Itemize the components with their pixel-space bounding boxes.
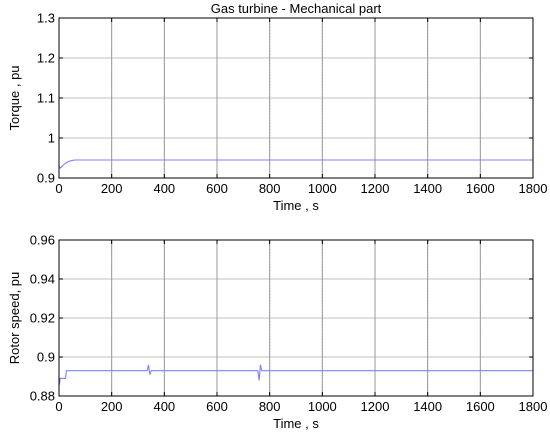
x-tick-label: 400 (153, 181, 175, 196)
y-tick-label: 1.2 (37, 51, 55, 66)
y-tick-label: 0.94 (30, 272, 55, 287)
chart-title: Gas turbine - Mechanical part (211, 1, 382, 16)
x-tick-label: 400 (153, 399, 175, 414)
x-tick-label: 200 (101, 181, 123, 196)
x-tick-label: 0 (55, 399, 62, 414)
x-axis-label: Time , s (273, 198, 319, 213)
x-axis-label: Time , s (273, 416, 319, 431)
x-tick-label: 1200 (361, 399, 390, 414)
x-tick-label: 1000 (308, 399, 337, 414)
x-tick-label: 1400 (413, 399, 442, 414)
y-tick-label: 0.88 (30, 389, 55, 404)
y-axis-label: Rotor speed, pu (7, 272, 22, 365)
y-tick-label: 0.9 (37, 350, 55, 365)
x-tick-label: 800 (259, 181, 281, 196)
y-tick-label: 1 (48, 131, 55, 146)
x-tick-label: 1000 (308, 181, 337, 196)
y-tick-label: 1.1 (37, 91, 55, 106)
y-axis-label: Torque , pu (7, 65, 22, 130)
x-tick-label: 600 (206, 181, 228, 196)
x-tick-label: 1800 (519, 181, 548, 196)
x-tick-label: 800 (259, 399, 281, 414)
x-tick-label: 1800 (519, 399, 548, 414)
y-tick-label: 0.9 (37, 171, 55, 186)
x-tick-label: 1600 (466, 399, 495, 414)
rotor-speed-plot: 0 200 400 600 800 1000 1200 1400 1600 1800 0.88 0.9… (7, 233, 547, 432)
x-tick-label: 1600 (466, 181, 495, 196)
y-tick-label: 1.3 (37, 11, 55, 26)
x-tick-label: 1200 (361, 181, 390, 196)
torque-plot: 0 200 400 600 800 1000 1200 1400 1600 1800 0.9 1 1.1… (7, 1, 547, 213)
x-tick-label: 200 (101, 399, 123, 414)
y-tick-label: 0.96 (30, 233, 55, 248)
y-tick-label: 0.92 (30, 311, 55, 326)
series-line (58, 364, 533, 385)
x-tick-label: 600 (206, 399, 228, 414)
series-line (58, 159, 533, 169)
x-tick-label: 1400 (413, 181, 442, 196)
x-tick-label: 0 (55, 181, 62, 196)
